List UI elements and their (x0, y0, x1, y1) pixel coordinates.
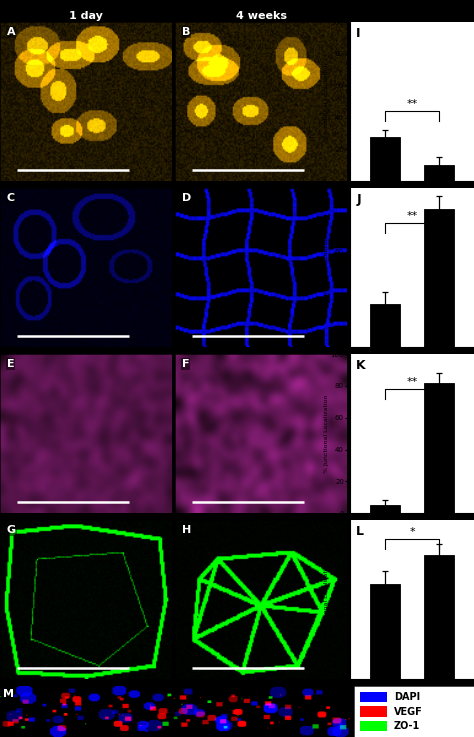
Text: B: B (182, 27, 191, 37)
Bar (370, 584, 400, 680)
Y-axis label: % Junctional Localization: % Junctional Localization (324, 63, 329, 141)
Y-axis label: % Junctional Localization: % Junctional Localization (324, 560, 329, 639)
Text: E: E (7, 359, 15, 369)
Bar (424, 209, 454, 347)
Text: *: * (409, 527, 415, 537)
Text: F: F (182, 359, 190, 369)
Bar (360, 707, 386, 716)
Text: A: A (7, 27, 16, 37)
Text: J: J (356, 193, 361, 206)
Bar (424, 383, 454, 513)
Title: 4 weeks: 4 weeks (236, 11, 287, 21)
Bar (424, 165, 454, 181)
Bar (360, 721, 386, 731)
Bar (370, 136, 400, 181)
Y-axis label: % Junctional Localization: % Junctional Localization (324, 228, 329, 307)
Text: DAPI: DAPI (394, 692, 420, 702)
Text: **: ** (407, 99, 418, 109)
Bar (360, 692, 386, 702)
Title: 1 day: 1 day (69, 11, 103, 21)
Bar (370, 506, 400, 513)
Text: M: M (3, 688, 15, 699)
Text: ZO-1: ZO-1 (394, 721, 420, 731)
Text: L: L (356, 525, 365, 538)
Text: C: C (7, 193, 15, 203)
Bar (424, 555, 454, 680)
Text: G: G (7, 525, 16, 535)
Text: I: I (356, 27, 361, 40)
Bar (370, 304, 400, 347)
Text: H: H (182, 525, 191, 535)
Text: VEGF: VEGF (394, 707, 422, 716)
Y-axis label: % Junctional Localization: % Junctional Localization (324, 394, 329, 473)
Text: **: ** (407, 211, 418, 220)
Text: **: ** (407, 377, 418, 387)
Text: D: D (182, 193, 191, 203)
Text: K: K (356, 359, 366, 372)
